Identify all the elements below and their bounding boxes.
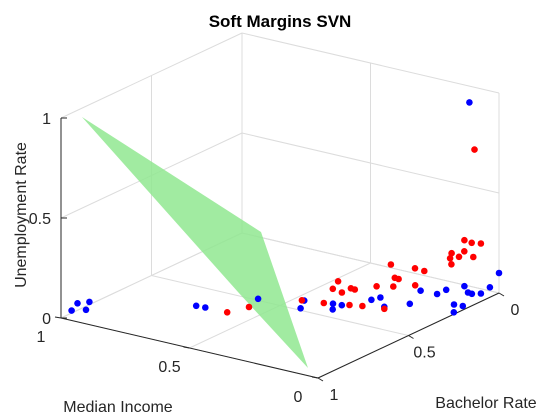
data-point-1-22 [338,289,346,296]
data-point-0-0 [466,99,473,106]
data-point-1-7 [446,254,454,262]
data-point-1-21 [334,278,342,285]
scatter-points [68,99,503,316]
data-point-0-28 [450,309,458,316]
data-point-0-19 [442,286,450,294]
data-point-0-6 [202,304,209,311]
data-point-1-29 [381,305,388,313]
z-tick-label-0: 0 [42,311,51,328]
data-point-0-18 [433,290,441,298]
data-point-1-23 [298,297,306,304]
data-point-1-5 [448,249,455,257]
data-point-0-16 [406,300,414,308]
data-point-1-13 [390,283,397,290]
data-point-0-24 [468,290,476,298]
axes-box [54,117,505,382]
data-point-0-10 [329,300,337,308]
data-point-1-1 [477,240,485,247]
data-point-1-28 [347,285,355,292]
data-point-0-14 [377,294,384,301]
data-point-1-26 [359,302,366,310]
data-point-1-9 [448,261,455,268]
data-point-0-22 [450,301,458,308]
data-point-0-11 [329,306,337,313]
x-tick-label-0: 0 [511,302,520,319]
data-point-0-12 [338,301,346,309]
data-point-0-17 [417,287,424,295]
data-point-0-1 [74,300,81,307]
data-point-1-19 [346,301,353,309]
y-tick-label-0: 0 [294,389,303,406]
y-tick-mark [183,346,190,349]
data-point-0-25 [486,284,494,291]
data-point-0-4 [82,306,90,314]
y-axis-label: Median Income [63,399,172,416]
data-point-0-3 [86,298,93,306]
data-point-1-25 [245,303,253,311]
chart-title: Soft Margins SVN [209,12,352,31]
z-axis-label: Unemployment Rate [13,142,30,288]
data-point-0-26 [495,269,503,277]
z-tick-label-0.5: 0.5 [29,211,51,228]
data-point-1-10 [421,267,428,275]
data-point-0-13 [368,296,375,304]
data-point-1-4 [455,253,463,261]
grid-line [241,132,500,194]
x-tick-mark [317,377,324,382]
data-point-1-8 [470,253,477,261]
x-tick-label-0.5: 0.5 [413,345,435,362]
data-point-1-3 [468,239,476,247]
x-tick-mark [498,292,505,297]
data-point-1-6 [461,248,468,255]
data-point-0-21 [461,282,468,290]
y-tick-label-1: 1 [37,329,46,346]
data-point-1-12 [411,282,419,289]
z-tick-label-1: 1 [42,111,51,128]
data-point-1-24 [320,299,328,307]
data-point-1-2 [461,236,468,244]
x-tick-label-1: 1 [330,387,339,404]
data-point-1-11 [411,265,419,272]
data-point-0-23 [477,290,485,297]
y-tick-label-0.5: 0.5 [158,359,180,376]
data-point-1-0 [471,146,478,153]
data-point-1-15 [373,283,380,290]
x-tick-mark [408,335,414,339]
grid-line [60,32,243,119]
data-point-0-9 [297,305,304,312]
grid-line [241,32,500,94]
data-point-0-2 [68,307,75,314]
data-point-0-7 [254,295,262,303]
tick-labels: 0 0.5 1 0 0.5 1 0 0.5 1 [29,111,520,406]
data-point-1-17 [387,261,395,268]
data-point-1-20 [329,285,337,293]
data-point-1-27 [223,309,231,316]
data-point-1-16 [391,274,399,282]
data-point-0-27 [459,302,467,310]
x-axis-label: Bachelor Rate [435,395,536,412]
y-tick-mark [54,316,62,319]
y-tick-mark [311,376,319,379]
data-point-0-5 [192,302,200,310]
